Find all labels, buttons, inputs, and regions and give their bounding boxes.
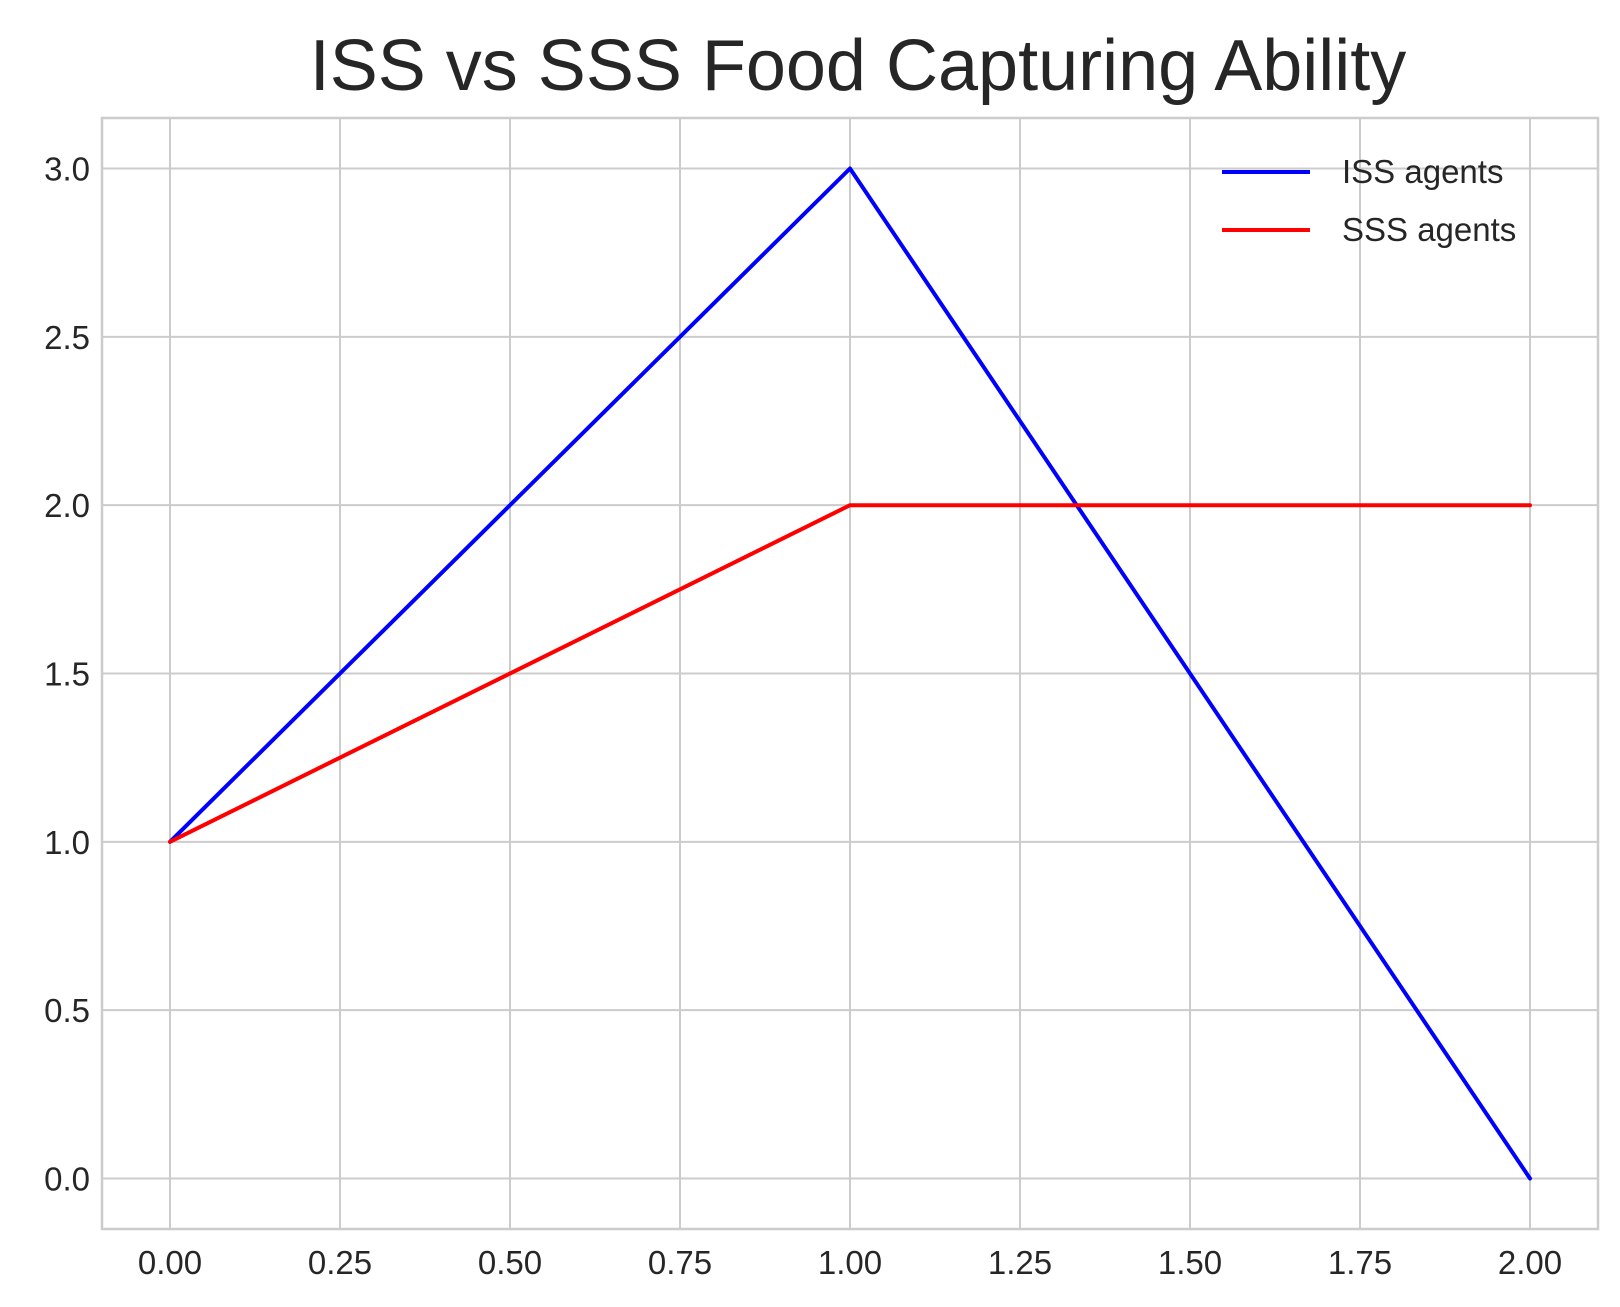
x-tick-label: 0.50 xyxy=(478,1244,542,1281)
y-tick-label: 0.0 xyxy=(44,1161,90,1198)
series-line-iss-agents xyxy=(168,166,1532,1181)
plot-frame xyxy=(100,116,1600,1231)
x-tick-label: 0.75 xyxy=(648,1244,712,1281)
y-tick-label: 2.0 xyxy=(44,487,90,524)
y-tick-label: 3.0 xyxy=(44,151,90,188)
y-tick-label: 0.5 xyxy=(44,992,90,1029)
x-tick-label: 0.00 xyxy=(138,1244,202,1281)
x-tick-label: 1.25 xyxy=(988,1244,1052,1281)
y-axis-tick-labels: 0.0 0.5 1.0 1.5 2.0 2.5 3.0 xyxy=(44,151,90,1198)
legend-label-sss-agents: SSS agents xyxy=(1342,211,1516,248)
y-tick-label: 2.5 xyxy=(44,319,90,356)
grid xyxy=(102,118,1598,1229)
x-tick-label: 0.25 xyxy=(308,1244,372,1281)
y-tick-label: 1.5 xyxy=(44,656,90,693)
x-axis-tick-labels: 0.00 0.25 0.50 0.75 1.00 1.25 1.50 1.75 2.00 xyxy=(138,1244,1562,1281)
legend: ISS agents SSS agents xyxy=(1222,153,1516,248)
x-tick-label: 1.50 xyxy=(1158,1244,1222,1281)
x-tick-label: 2.00 xyxy=(1498,1244,1562,1281)
x-tick-label: 1.00 xyxy=(818,1244,882,1281)
y-tick-label: 1.0 xyxy=(44,824,90,861)
series-group xyxy=(168,166,1532,1181)
legend-label-iss-agents: ISS agents xyxy=(1342,153,1503,190)
chart-title: ISS vs SSS Food Capturing Ability xyxy=(310,26,1407,106)
series-line-sss-agents xyxy=(168,503,1532,844)
x-tick-label: 1.75 xyxy=(1328,1244,1392,1281)
